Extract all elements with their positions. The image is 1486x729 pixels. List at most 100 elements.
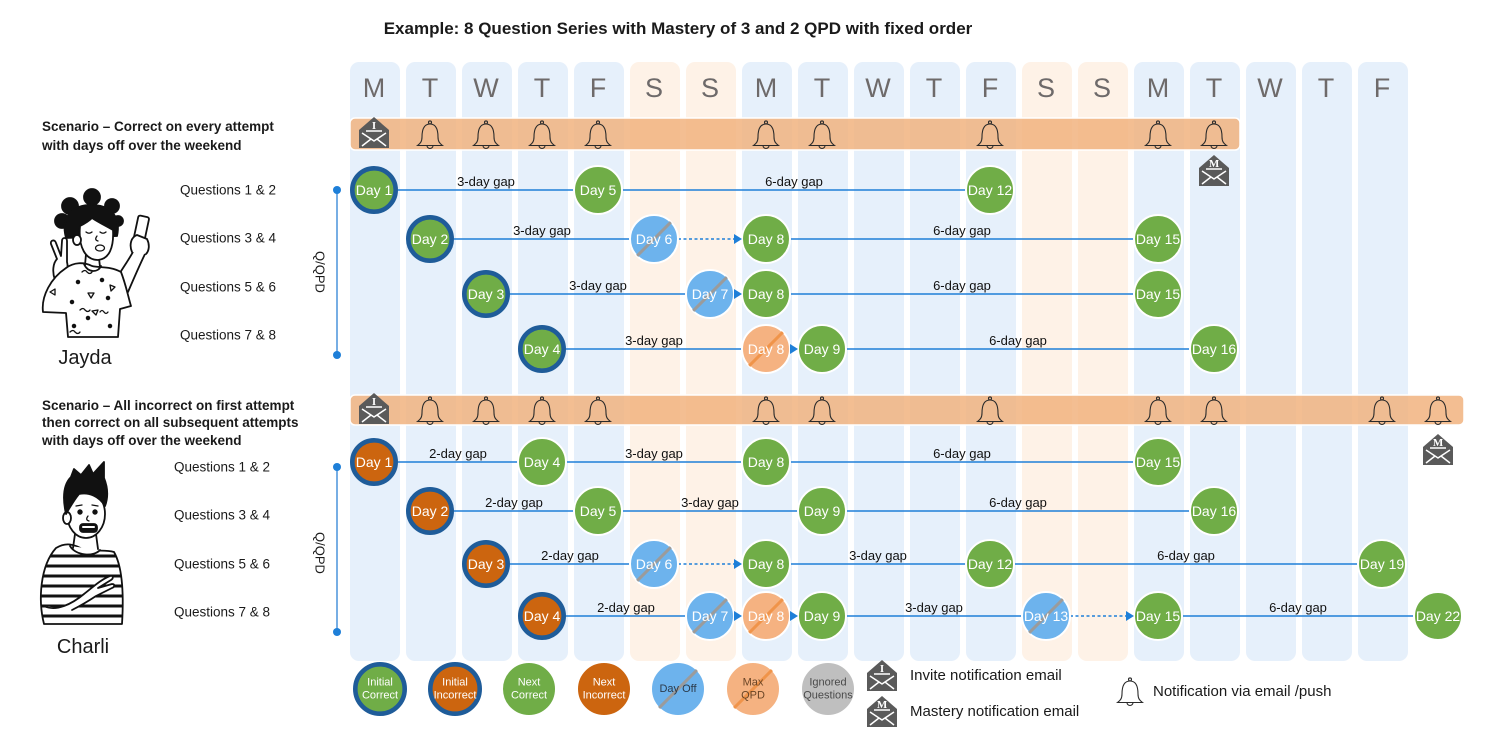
node-circle <box>1357 539 1407 589</box>
envelope-body <box>359 117 389 148</box>
node-label: Day 7 <box>692 608 729 624</box>
day-node-initial-incorrect: Day 1 <box>349 437 398 486</box>
day-node-next-correct: Day 8 <box>741 539 791 589</box>
node-label: Day 5 <box>580 503 617 519</box>
bell-body <box>1423 399 1453 425</box>
node-circle <box>797 486 847 536</box>
legend-label: Next <box>518 677 541 689</box>
node-circle <box>427 661 482 716</box>
character-name: Jayda <box>58 347 112 369</box>
node-circle <box>349 437 398 486</box>
legend-label: Day Off <box>659 683 697 695</box>
jayda-eyes <box>85 231 107 234</box>
node-label: Day 9 <box>804 503 841 519</box>
node-label: Day 8 <box>748 556 785 572</box>
arrowhead-icon <box>734 289 742 299</box>
bell-icon <box>527 396 557 425</box>
day-letter: T <box>422 73 439 103</box>
node-label: Day 15 <box>1136 231 1181 247</box>
scenario-description: Scenario – All incorrect on first attemp… <box>42 398 295 413</box>
day-letter: M <box>363 73 386 103</box>
legend-label: Correct <box>362 690 398 702</box>
day-letter: T <box>534 73 551 103</box>
bell-body <box>751 399 781 425</box>
bell-ring <box>1155 120 1161 125</box>
node-label: Day 12 <box>968 182 1013 198</box>
charli-eye <box>77 509 83 515</box>
bell-icon <box>471 396 501 425</box>
scenario-description: with days off over the weekend <box>41 138 242 153</box>
question-row-label: Questions 1 & 2 <box>180 183 276 198</box>
day-node-next-correct: Day 15 <box>1133 214 1183 264</box>
bell-ring <box>1435 396 1441 401</box>
gap-label: 6-day gap <box>1157 548 1215 563</box>
gap-label: 3-day gap <box>625 446 683 461</box>
gap-label: 6-day gap <box>989 333 1047 348</box>
bell-icon <box>1143 120 1173 149</box>
node-circle <box>517 324 566 373</box>
bell-body <box>1143 399 1173 425</box>
node-label: Day 8 <box>748 608 785 624</box>
charli-nose <box>86 515 90 522</box>
legend-label: Incorrect <box>583 690 626 702</box>
node-circle <box>1413 591 1463 641</box>
bell-body <box>583 399 613 425</box>
bell-ring <box>1211 396 1217 401</box>
day-node-day-off: Day 7 <box>685 269 735 319</box>
jayda-face <box>78 217 114 261</box>
node-label: Day 15 <box>1136 286 1181 302</box>
pattern-dot <box>107 323 113 329</box>
bell-ring <box>987 120 993 125</box>
gap-label: 6-day gap <box>989 495 1047 510</box>
bell-icon <box>975 396 1005 425</box>
bell-body <box>415 123 445 149</box>
bell-icon <box>1367 396 1397 425</box>
node-circle <box>1133 269 1183 319</box>
day-node-next-correct: Day 15 <box>1133 591 1183 641</box>
bell-body <box>471 399 501 425</box>
pattern-squiggle <box>69 329 81 335</box>
legend-label: Questions <box>803 690 853 702</box>
legend-label: QPD <box>741 690 765 702</box>
pattern-dot <box>105 295 111 301</box>
day-letter: M <box>1147 73 1170 103</box>
day-node-next-correct: Day 15 <box>1133 437 1183 487</box>
pattern-triangle <box>91 309 99 316</box>
jayda-hair-bun <box>83 188 101 206</box>
bell-icon <box>1115 677 1145 706</box>
legend-label: Next <box>593 677 616 689</box>
bell-body <box>1115 680 1145 706</box>
day-node-next-correct: Day 5 <box>573 165 623 215</box>
bell-body <box>583 123 613 149</box>
legend-mastery-label: Mastery notification email <box>910 703 1079 720</box>
diagram-layer: M T W T F S S M T W T F S S M T W T F Scenario – Correct on… <box>41 62 1465 727</box>
node-slash <box>748 331 784 367</box>
envelope-body <box>1423 434 1453 465</box>
question-row: Questions 3 & 4 2-day gap 3-day gap 6-day g… <box>174 486 1239 536</box>
bell-ring <box>1155 396 1161 401</box>
arrowhead-icon <box>790 611 798 621</box>
node-label: Day 4 <box>524 454 561 470</box>
gap-label: 3-day gap <box>905 600 963 615</box>
node-circle <box>517 437 567 487</box>
node-label: Day 6 <box>636 556 673 572</box>
charli-neck <box>72 533 99 550</box>
day-letter: M <box>755 73 778 103</box>
day-node-day-off: Day 6 <box>629 214 679 264</box>
bell-body <box>975 399 1005 425</box>
day-node-initial-correct: Day 2 <box>405 215 454 264</box>
node-circle <box>965 539 1015 589</box>
jayda-ear <box>72 234 82 246</box>
bell-body <box>751 123 781 149</box>
question-row-label: Questions 5 & 6 <box>174 557 270 572</box>
legend-icons: I Invite notification email M Mastery notif… <box>867 660 1331 727</box>
gap-label: 2-day gap <box>429 446 487 461</box>
node-circle <box>965 165 1015 215</box>
legend: InitialCorrectInitialIncorrectNextCorrec… <box>352 660 1331 727</box>
day-node-next-correct: Day 22 <box>1413 591 1463 641</box>
bell-ring <box>819 396 825 401</box>
weekend-day-column <box>686 62 736 661</box>
node-label: Day 15 <box>1136 454 1181 470</box>
